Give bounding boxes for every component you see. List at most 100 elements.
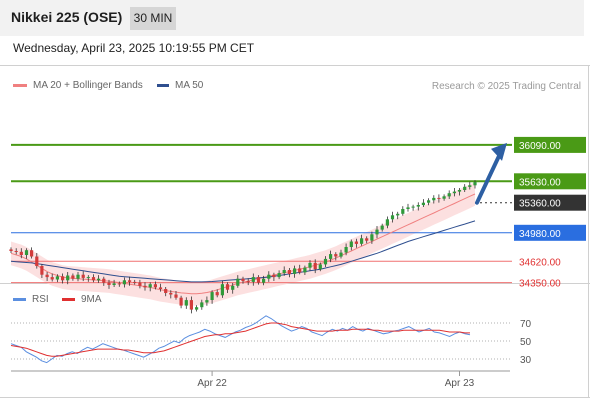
candle	[35, 256, 39, 266]
candle	[396, 213, 400, 216]
candle	[19, 251, 23, 255]
legend-ma50: MA 50	[157, 80, 203, 91]
x-tick-label: Apr 23	[445, 378, 475, 389]
candle	[468, 185, 472, 187]
candle	[30, 250, 34, 257]
candle	[86, 277, 90, 279]
rsi-tick-50: 50	[520, 337, 532, 348]
candle	[344, 247, 348, 253]
candle	[9, 249, 13, 251]
candle	[184, 300, 188, 306]
candle	[318, 264, 322, 270]
candle	[329, 254, 333, 259]
candle	[189, 300, 193, 310]
candle	[365, 238, 369, 241]
candle	[447, 193, 451, 197]
frame-divider-right	[588, 66, 589, 397]
bollinger-band	[11, 182, 475, 306]
rsi-ma-line	[10, 322, 470, 357]
level-label-35360: 35360.00	[519, 199, 561, 210]
candle	[81, 274, 85, 278]
legend-ma20: MA 20 + Bollinger Bands	[13, 80, 143, 91]
candle	[97, 278, 101, 281]
candle	[457, 190, 462, 192]
candle	[14, 251, 18, 252]
candle	[262, 278, 266, 283]
rsi-swatch	[13, 298, 26, 301]
level-box-36090	[514, 136, 586, 153]
timestamp: Wednesday, April 23, 2025 10:19:55 PM CE…	[13, 41, 255, 55]
candle	[55, 276, 59, 280]
candle	[287, 270, 291, 274]
candle	[370, 234, 374, 241]
candle	[432, 197, 436, 201]
rsi-ma-label: 9MA	[81, 294, 102, 305]
candle	[61, 276, 65, 281]
legend-rsi: RSI	[13, 294, 49, 305]
candle	[334, 254, 338, 257]
candle	[360, 238, 364, 244]
rsi-label: RSI	[32, 294, 49, 305]
candle	[251, 277, 255, 282]
candle	[401, 209, 405, 214]
instrument-title: Nikkei 225 (OSE)	[11, 9, 123, 25]
candle	[390, 215, 395, 220]
candle	[50, 277, 54, 280]
candle	[452, 191, 456, 194]
candle	[45, 274, 49, 278]
candle	[246, 281, 250, 283]
candle	[236, 278, 240, 286]
candle	[107, 282, 111, 285]
ma50-label: MA 50	[175, 80, 204, 91]
level-box-35360	[514, 194, 586, 211]
candle	[138, 282, 142, 286]
candle	[241, 278, 245, 282]
candle	[24, 250, 29, 255]
ma20-label: MA 20 + Bollinger Bands	[33, 80, 143, 91]
timeframe-button[interactable]: 30 MIN	[130, 7, 176, 30]
candle	[200, 302, 204, 308]
candle	[153, 284, 157, 288]
ma50-swatch	[157, 84, 169, 87]
rsi-tick-70: 70	[520, 319, 532, 330]
candle	[148, 284, 152, 288]
candle	[179, 297, 183, 306]
candle	[380, 225, 384, 230]
candle	[421, 202, 425, 206]
candle	[71, 275, 75, 279]
candle	[437, 197, 441, 199]
x-tick-label: Apr 22	[197, 378, 227, 389]
candle	[117, 283, 121, 285]
candle	[298, 268, 302, 273]
research-credit: Research © 2025 Trading Central	[431, 81, 581, 92]
candle	[267, 274, 271, 279]
candle	[406, 207, 410, 209]
candle	[169, 292, 173, 295]
candle	[293, 268, 297, 274]
level-label-34350: 34350.00	[519, 279, 561, 290]
frame-divider-mid	[0, 283, 590, 284]
candle	[427, 200, 431, 203]
level-label-34980: 34980.00	[519, 229, 561, 240]
legend-rsi-ma: 9MA	[62, 294, 102, 305]
candle	[143, 285, 147, 288]
candle	[215, 292, 219, 296]
candle	[205, 300, 209, 303]
frame-divider-top	[0, 65, 590, 66]
candle	[76, 274, 80, 279]
candle	[128, 280, 132, 282]
rsi-ma-swatch	[62, 298, 75, 301]
candle	[158, 287, 163, 289]
rsi-tick-30: 30	[520, 355, 532, 366]
frame-divider-bottom	[0, 397, 590, 398]
candle	[313, 262, 317, 270]
candle	[164, 289, 168, 293]
level-label-34620: 34620.00	[519, 257, 561, 268]
candle	[40, 266, 44, 275]
level-label-36090: 36090.00	[519, 141, 561, 152]
candle	[339, 252, 343, 257]
candle	[210, 292, 214, 300]
candle	[66, 275, 70, 281]
candle	[385, 219, 389, 226]
